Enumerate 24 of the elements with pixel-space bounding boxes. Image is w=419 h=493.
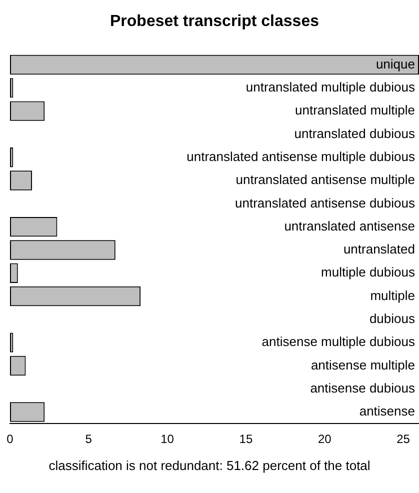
- y-tick-label: untranslated antisense multiple dubious: [186, 148, 416, 164]
- y-tick-label: multiple dubious: [321, 264, 416, 280]
- chart-title: Probeset transcript classes: [110, 13, 320, 30]
- x-tick-label: 10: [160, 432, 174, 446]
- y-tick-label: multiple: [370, 288, 415, 303]
- y-tick-label: untranslated antisense multiple: [236, 172, 415, 188]
- y-tick-label: dubious: [369, 311, 416, 326]
- y-tick-label: unique: [376, 56, 415, 72]
- y-tick-label: untranslated: [343, 242, 415, 257]
- y-tick-label: antisense multiple: [310, 357, 415, 372]
- y-tick-label: untranslated multiple dubious: [246, 80, 416, 95]
- x-tick-label: 25: [396, 432, 410, 446]
- y-tick-label: antisense multiple dubious: [262, 334, 416, 350]
- x-tick-label: 15: [239, 432, 253, 446]
- y-tick-label: untranslated antisense dubious: [235, 195, 416, 210]
- y-tick-label: antisense dubious: [310, 380, 416, 396]
- text: classification is not redundant: 51.62 percent of the total: [48, 458, 372, 473]
- y-tick-label: antisense: [359, 404, 415, 419]
- x-tick-label: 5: [85, 432, 92, 446]
- y-tick-label: untranslated dubious: [294, 126, 416, 141]
- x-tick-label: 20: [318, 432, 332, 446]
- y-tick-label: untranslated antisense: [284, 218, 415, 234]
- y-tick-label: untranslated multiple: [295, 102, 415, 118]
- x-tick-label: 0: [6, 432, 14, 446]
